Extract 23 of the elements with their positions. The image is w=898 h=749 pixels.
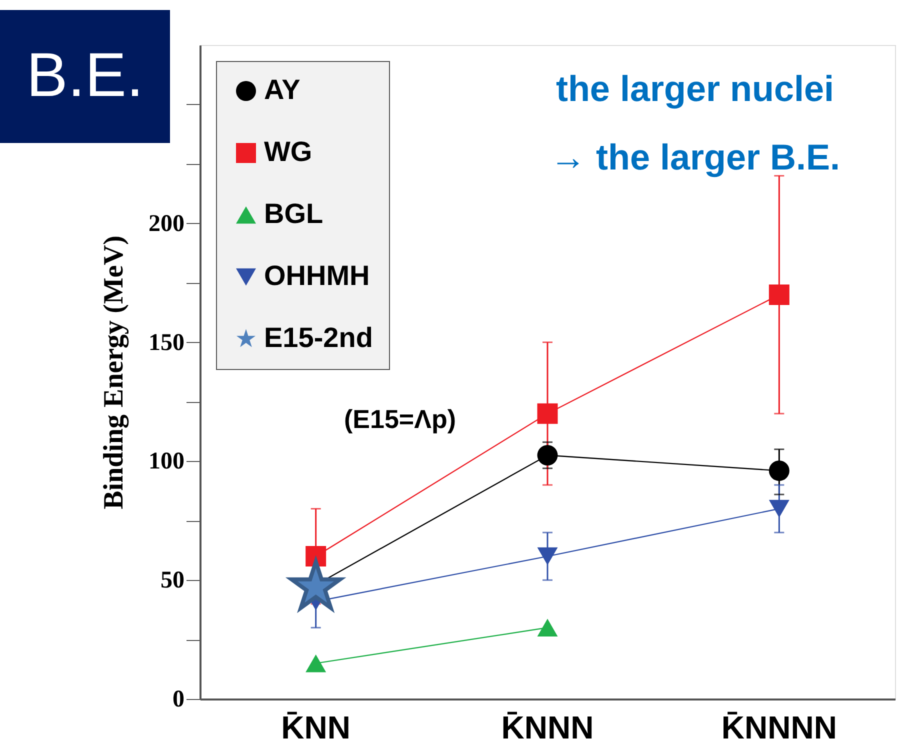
point: [537, 403, 558, 424]
y-tick-label: 100: [148, 448, 184, 475]
point: [537, 445, 558, 466]
x-tick-label: K̄NNNN: [721, 710, 837, 746]
y-tick-label: 50: [160, 568, 184, 594]
y-tick-label: 150: [148, 330, 184, 356]
legend-label: BGL: [264, 198, 324, 229]
x-tick-label: K̄NN: [281, 710, 350, 746]
y-tick-label: 0: [172, 686, 184, 712]
y-tick-label: 200: [148, 210, 184, 237]
annotation: the larger nuclei → the larger B.E.: [550, 68, 840, 178]
point: [537, 547, 558, 566]
legend-label: WG: [264, 136, 312, 167]
point: [768, 460, 790, 481]
legend-label: AY: [264, 74, 301, 105]
y-axis-title: Binding Energy (MeV): [98, 236, 130, 510]
legend-label: E15-2nd: [264, 322, 373, 353]
chart-title: B.E.: [26, 41, 144, 110]
legend-label: OHHMH: [264, 260, 370, 291]
point: [768, 500, 790, 518]
point: [768, 284, 790, 305]
annotation: (E15=Λp): [344, 404, 456, 434]
x-tick-label: K̄NNN: [501, 710, 594, 746]
